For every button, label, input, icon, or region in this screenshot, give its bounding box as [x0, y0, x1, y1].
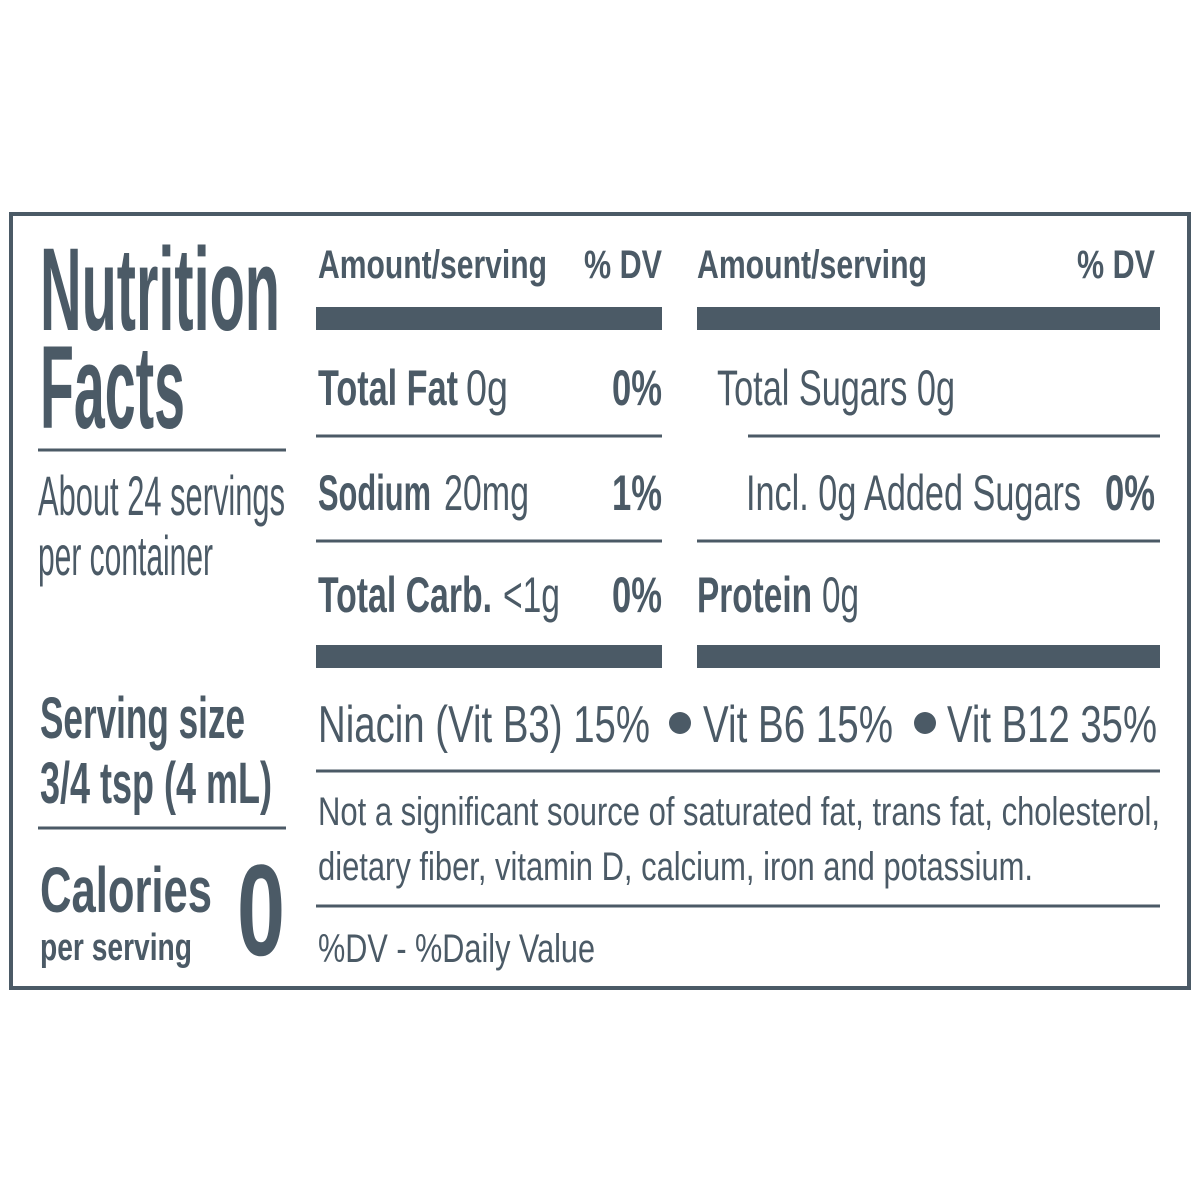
- vitamin: Vit B12 35%: [947, 696, 1157, 754]
- header-amount: Amount/serving: [697, 243, 927, 287]
- nutrient-name: Total Sugars 0g: [717, 360, 955, 416]
- nutrient-name: Total Carb.: [318, 567, 492, 623]
- servings: About 24 servings: [38, 464, 285, 527]
- nutrient-dv: 1%: [612, 465, 662, 521]
- bullet: [669, 712, 691, 734]
- header-amount: Amount/serving: [318, 243, 547, 287]
- servings: per container: [38, 524, 213, 587]
- nutrient-name: Incl. 0g Added Sugars: [746, 465, 1081, 521]
- header-dv: % DV: [584, 243, 662, 287]
- vitamin: Vit B6 15%: [703, 696, 893, 754]
- nutrient-name: Sodium: [318, 465, 431, 521]
- vitamin: Niacin (Vit B3) 15%: [318, 696, 650, 754]
- serving-size-value: 3/4 tsp (4 mL): [40, 751, 272, 816]
- footnote: dietary fiber, vitamin D, calcium, iron …: [318, 845, 1033, 889]
- nutrient-dv: 0%: [1105, 465, 1155, 521]
- calories-label: Calories: [40, 854, 212, 926]
- label-border: [9, 212, 1191, 990]
- nutrient-amount: 0g: [466, 360, 508, 416]
- nutrient-name: Total Fat: [318, 360, 458, 416]
- nutrient-amount: 0g: [822, 567, 859, 623]
- serving-size-label: Serving size: [40, 686, 245, 751]
- calories-value: 0: [237, 837, 285, 983]
- nutrient-name: Protein: [697, 567, 812, 623]
- nutrient-amount: <1g: [503, 567, 560, 623]
- nutrient-dv: 0%: [612, 567, 662, 623]
- calories-sublabel: per serving: [40, 927, 192, 969]
- footnote: Not a significant source of saturated fa…: [318, 790, 1160, 834]
- bullet: [914, 712, 936, 734]
- thick-bar: [316, 645, 662, 668]
- header-dv: % DV: [1077, 243, 1155, 287]
- thick-bar: [316, 307, 662, 330]
- thick-bar: [697, 645, 1160, 668]
- title: Facts: [40, 322, 185, 454]
- thick-bar: [697, 307, 1160, 330]
- title: Nutrition: [40, 224, 280, 356]
- dv-note: %DV - %Daily Value: [318, 927, 595, 971]
- nutrient-amount: 20mg: [444, 465, 529, 521]
- nutrient-dv: 0%: [612, 360, 662, 416]
